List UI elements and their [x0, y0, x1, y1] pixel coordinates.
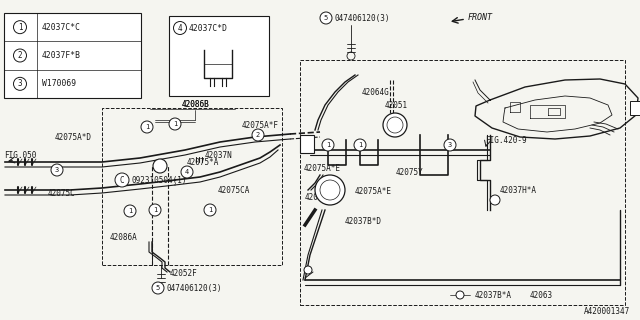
Text: 42086B: 42086B — [181, 100, 209, 108]
Text: 42075A*E: 42075A*E — [355, 188, 392, 196]
Text: 1: 1 — [208, 207, 212, 213]
Bar — [102, 108, 282, 265]
Text: 42051A: 42051A — [305, 194, 333, 203]
Circle shape — [169, 118, 181, 130]
Text: 3: 3 — [55, 167, 59, 173]
Text: 1: 1 — [153, 207, 157, 213]
Text: 5: 5 — [324, 15, 328, 21]
Text: FRONT: FRONT — [468, 12, 493, 21]
Text: 4: 4 — [185, 169, 189, 175]
Text: 42075CA: 42075CA — [218, 186, 250, 195]
Text: 092310504(1): 092310504(1) — [131, 175, 186, 185]
Circle shape — [51, 164, 63, 176]
Text: 42075A*E: 42075A*E — [304, 164, 341, 172]
Text: 42075C: 42075C — [48, 189, 76, 198]
Text: 3: 3 — [18, 79, 22, 88]
Circle shape — [181, 166, 193, 178]
Text: A: A — [305, 140, 310, 148]
Text: C: C — [120, 175, 124, 185]
Text: 42086A: 42086A — [110, 234, 138, 243]
Circle shape — [490, 195, 500, 205]
Text: FIG.050: FIG.050 — [4, 150, 36, 159]
Text: 42037H*A: 42037H*A — [500, 186, 537, 195]
Text: A: A — [633, 103, 637, 113]
Circle shape — [204, 204, 216, 216]
Bar — [300, 135, 314, 153]
Circle shape — [315, 175, 345, 205]
Text: 42075Y: 42075Y — [396, 167, 424, 177]
Circle shape — [149, 204, 161, 216]
Circle shape — [152, 282, 164, 294]
Circle shape — [124, 205, 136, 217]
Text: 42037C*D: 42037C*D — [189, 23, 228, 33]
Text: FIG.420-9: FIG.420-9 — [485, 135, 527, 145]
Circle shape — [383, 113, 407, 137]
Text: 42051: 42051 — [385, 100, 408, 109]
Text: 42086B: 42086B — [181, 100, 209, 108]
Circle shape — [173, 21, 186, 35]
Text: 42037N: 42037N — [205, 150, 233, 159]
Text: 42037F*B: 42037F*B — [42, 51, 81, 60]
Bar — [630, 101, 640, 115]
Text: 1: 1 — [173, 121, 177, 127]
Circle shape — [304, 266, 312, 274]
Text: 047406120(3): 047406120(3) — [166, 284, 221, 292]
Text: 4: 4 — [178, 23, 182, 33]
Text: 42052F: 42052F — [170, 268, 198, 277]
Text: 42075*A: 42075*A — [187, 157, 220, 166]
Text: 42064G: 42064G — [362, 87, 390, 97]
Text: 1: 1 — [128, 208, 132, 214]
Text: 42037B*D: 42037B*D — [345, 218, 382, 227]
Circle shape — [354, 139, 366, 151]
Text: 1: 1 — [326, 142, 330, 148]
Text: 1: 1 — [18, 23, 22, 32]
Text: 3: 3 — [448, 142, 452, 148]
Text: 42075A*D: 42075A*D — [55, 132, 92, 141]
Circle shape — [13, 21, 26, 34]
Text: 2: 2 — [256, 132, 260, 138]
Circle shape — [252, 129, 264, 141]
Text: W170069: W170069 — [42, 79, 76, 88]
Bar — [169, 16, 269, 96]
Text: 1: 1 — [358, 142, 362, 148]
Text: 42037B*A: 42037B*A — [475, 291, 512, 300]
Text: A420001347: A420001347 — [584, 308, 630, 316]
Circle shape — [444, 139, 456, 151]
Text: 42063: 42063 — [530, 291, 553, 300]
Circle shape — [141, 121, 153, 133]
Circle shape — [115, 173, 129, 187]
Text: 2: 2 — [18, 51, 22, 60]
Circle shape — [456, 291, 464, 299]
Circle shape — [13, 77, 26, 90]
Circle shape — [322, 139, 334, 151]
Text: 42037C*C: 42037C*C — [42, 23, 81, 32]
Circle shape — [320, 12, 332, 24]
Bar — [4, 13, 141, 98]
Text: 42075A*F: 42075A*F — [242, 121, 279, 130]
Circle shape — [13, 49, 26, 62]
Text: 1: 1 — [145, 124, 149, 130]
Circle shape — [153, 159, 167, 173]
Bar — [300, 60, 625, 305]
Text: 047406120(3): 047406120(3) — [334, 13, 390, 22]
Text: 5: 5 — [156, 285, 160, 291]
